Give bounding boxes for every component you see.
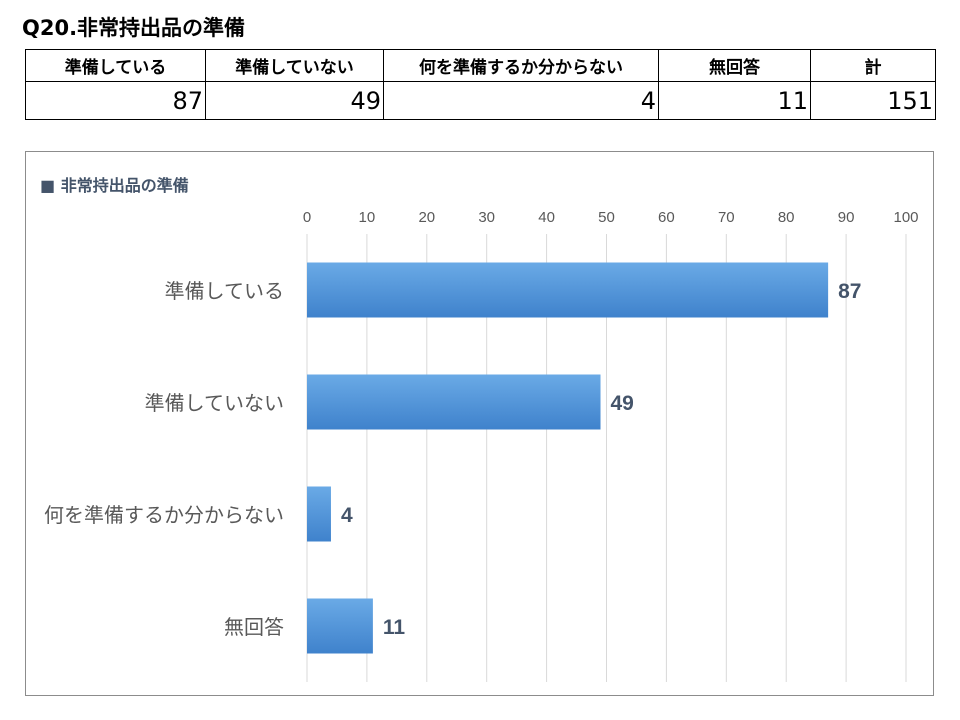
data-label: 11 xyxy=(383,616,406,639)
x-tick-label: 90 xyxy=(838,209,855,226)
summary-header-cell: 何を準備するか分からない xyxy=(383,49,659,82)
x-tick-label: 30 xyxy=(478,209,495,226)
data-label: 4 xyxy=(341,504,353,527)
x-tick-label: 70 xyxy=(718,209,735,226)
x-tick-label: 80 xyxy=(778,209,795,226)
x-tick-label: 0 xyxy=(303,209,311,226)
summary-value-cell: 49 xyxy=(205,81,384,120)
chart-panel: ■ 非常持出品の準備 0 10 20 30 40 50 60 70 80 90 100 準備している 8… xyxy=(25,151,934,696)
x-tick-label: 50 xyxy=(598,209,615,226)
summary-value-cell: 4 xyxy=(383,81,659,120)
category-label: 準備している xyxy=(165,279,284,303)
summary-header-cell: 準備している xyxy=(25,49,206,82)
summary-header-cell: 無回答 xyxy=(658,49,811,82)
summary-header-row: 準備している 準備していない 何を準備するか分からない 無回答 計 xyxy=(25,49,936,82)
page-title: Q20.非常持出品の準備 xyxy=(22,16,246,40)
bar-chart: 0 10 20 30 40 50 60 70 80 90 100 準備している 87 準備していない 49 何… xyxy=(44,209,919,682)
category-label: 準備していない xyxy=(145,391,284,415)
category-label: 何を準備するか分からない xyxy=(44,503,284,527)
summary-value-cell: 11 xyxy=(658,81,811,120)
x-tick-label: 60 xyxy=(658,209,675,226)
summary-header-cell: 準備していない xyxy=(205,49,384,82)
x-tick-label: 10 xyxy=(359,209,376,226)
summary-header-cell: 計 xyxy=(810,49,936,82)
summary-value-cell: 151 xyxy=(810,81,936,120)
category-label: 無回答 xyxy=(224,615,284,639)
x-tick-label: 40 xyxy=(538,209,555,226)
data-label: 87 xyxy=(838,280,861,303)
summary-table: 準備している 準備していない 何を準備するか分からない 無回答 計 87 49 … xyxy=(25,49,936,120)
bar xyxy=(307,598,373,654)
summary-value-row: 87 49 4 11 151 xyxy=(25,81,936,120)
x-tick-label: 100 xyxy=(893,209,918,226)
data-label: 49 xyxy=(611,392,634,415)
chart-title: ■ 非常持出品の準備 xyxy=(40,176,189,195)
bar xyxy=(307,486,331,542)
bar xyxy=(307,262,829,318)
summary-value-cell: 87 xyxy=(25,81,206,120)
x-tick-label: 20 xyxy=(418,209,435,226)
bar xyxy=(307,374,601,430)
